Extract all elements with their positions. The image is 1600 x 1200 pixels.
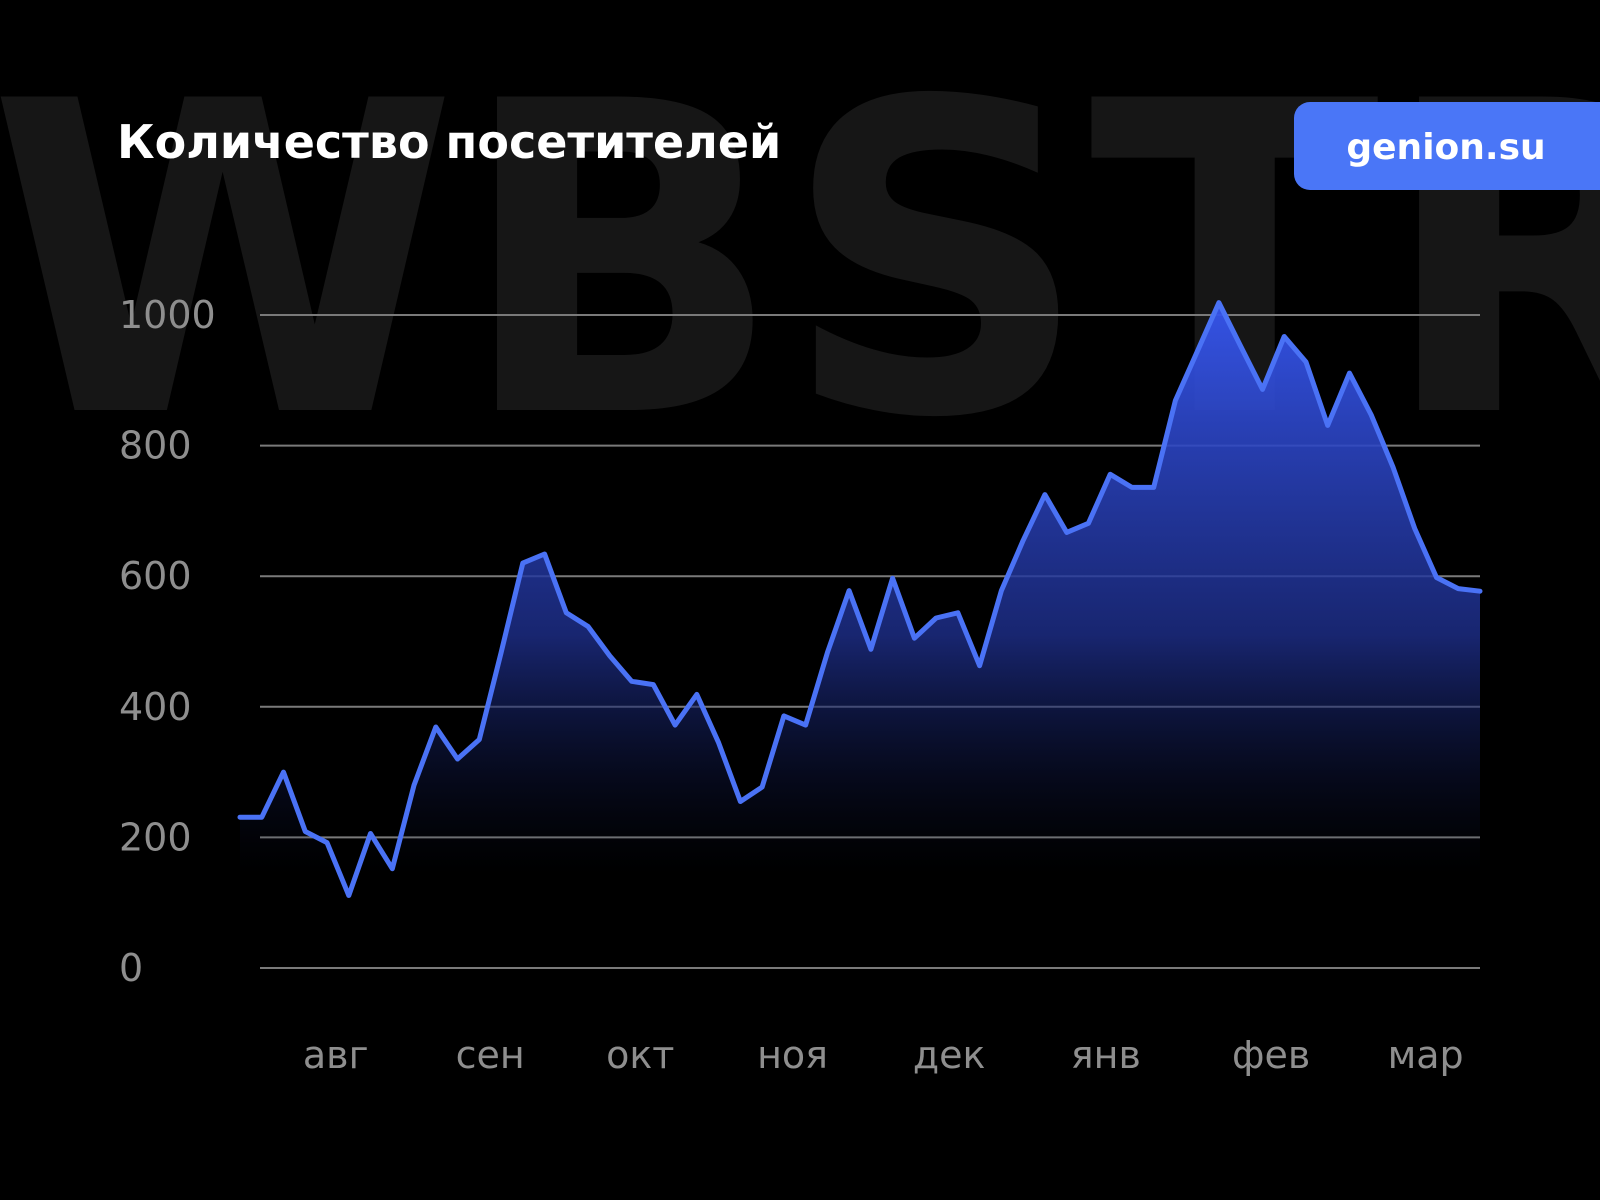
x-tick-label: фев (1232, 1033, 1310, 1077)
y-tick-label: 200 (119, 815, 192, 859)
x-tick-label: ноя (757, 1033, 828, 1077)
area (240, 302, 1480, 969)
y-tick-label: 400 (119, 685, 192, 729)
x-tick-label: сен (456, 1033, 525, 1077)
y-tick-label: 0 (119, 946, 143, 990)
y-tick-label: 800 (119, 424, 192, 468)
y-tick-label: 1000 (119, 293, 216, 337)
x-tick-label: дек (913, 1033, 986, 1077)
x-tick-label: янв (1071, 1033, 1141, 1077)
x-tick-label: окт (606, 1033, 674, 1077)
badge[interactable] (1294, 102, 1600, 190)
chart-title: Количество посетителей (117, 115, 781, 169)
x-tick-label: мар (1388, 1033, 1464, 1077)
line (237, 300, 1483, 898)
x-tick-label: авг (303, 1033, 369, 1077)
y-tick-label: 600 (119, 554, 192, 598)
badge-text[interactable]: genion.su (1346, 127, 1545, 168)
